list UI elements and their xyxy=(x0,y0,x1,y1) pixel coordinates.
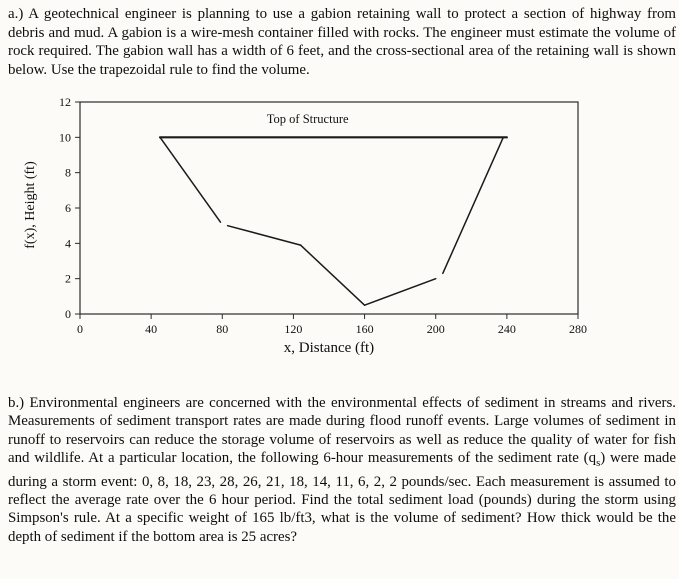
problem-b-text: b.) Environmental engineers are concerne… xyxy=(8,394,676,546)
x-tick-label: 0 xyxy=(77,322,83,336)
series-left-slope-upper xyxy=(159,136,222,223)
x-tick-label: 80 xyxy=(216,322,228,336)
y-tick-label: 10 xyxy=(59,130,71,144)
series-right-slope-upper xyxy=(442,136,505,275)
x-tick-label: 200 xyxy=(427,322,445,336)
y-tick-label: 8 xyxy=(65,166,71,180)
problem-b-text-before: b.) Environmental engineers are concerne… xyxy=(8,395,676,467)
y-tick-label: 12 xyxy=(59,95,71,109)
series-left-slope-lower xyxy=(299,244,366,306)
x-tick-label: 240 xyxy=(498,322,516,336)
series-right-slope-lower xyxy=(363,277,437,306)
y-tick-label: 4 xyxy=(65,236,71,250)
problem-a-text: a.) A geotechnical engineer is planning … xyxy=(8,6,676,78)
top-of-structure-annotation: Top of Structure xyxy=(267,112,349,126)
plot-border xyxy=(79,101,579,315)
x-tick-label: 280 xyxy=(569,322,587,336)
y-tick-label: 6 xyxy=(65,201,71,215)
cross-section-figure: f(x), Height (ft) 0 40 80 120 160 200 240 280 0 2… xyxy=(18,92,628,367)
problem-b-text-after: ) were made during a storm event: 0, 8, … xyxy=(8,450,676,545)
x-tick-label: 160 xyxy=(356,322,374,336)
y-tick-label: 2 xyxy=(65,272,71,286)
x-tick-label: 40 xyxy=(145,322,157,336)
x-axis-label: x, Distance (ft) xyxy=(283,340,375,356)
cross-section-chart: 0 40 80 120 160 200 240 280 0 2 4 6 8 10 12 Top of Stru… xyxy=(59,95,587,336)
problem-b-subscript: s xyxy=(596,457,601,470)
series-left-slope-middle xyxy=(226,224,302,246)
y-tick-label: 0 xyxy=(65,307,71,321)
y-axis-label: f(x), Height (ft) xyxy=(23,161,38,249)
x-tick-label: 120 xyxy=(284,322,302,336)
